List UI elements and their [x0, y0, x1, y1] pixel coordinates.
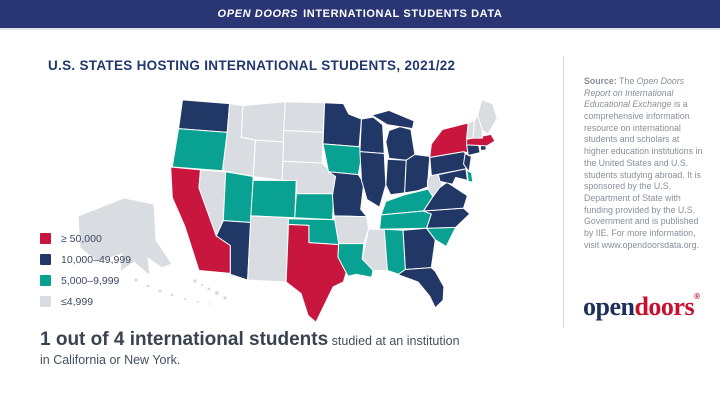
state-iowa [323, 144, 362, 175]
state-louisiana [338, 244, 373, 278]
legend-item: ≥ 50,000 [40, 228, 131, 249]
legend-item: ≤4,999 [40, 291, 131, 312]
state-utah [223, 172, 253, 223]
state-alaska [78, 198, 172, 276]
page-title: U.S. STATES HOSTING INTERNATIONAL STUDEN… [48, 58, 456, 73]
source-body: is a comprehensive information resource … [584, 99, 703, 250]
state-texas [286, 224, 348, 322]
callout-stat: 1 out of 4 international students [40, 329, 329, 350]
legend-label: 10,000–49,999 [61, 253, 132, 266]
state-virginia [423, 182, 467, 211]
legend-label: ≤4,999 [61, 295, 94, 308]
state-new-mexico [248, 216, 289, 282]
legend-swatch-navy [40, 254, 51, 265]
state-maine [478, 100, 498, 135]
state-delaware [467, 170, 473, 182]
state-georgia [403, 228, 435, 269]
logo-doors: doors [634, 292, 695, 321]
vertical-divider [563, 56, 564, 328]
state-south-dakota [283, 131, 323, 164]
state-washington [179, 100, 230, 133]
hawaii-map [190, 276, 230, 302]
state-mississippi [362, 229, 387, 270]
legend-label: ≥ 50,000 [61, 232, 102, 245]
state-colorado [251, 180, 297, 217]
alaska-map [72, 192, 222, 307]
state-florida [387, 268, 444, 308]
state-oregon [172, 129, 227, 171]
source-note: Source: The Open Doors Report on Interna… [584, 76, 704, 251]
legend-swatch-teal [40, 275, 51, 286]
legend-label: 5,000–9,999 [61, 274, 120, 287]
callout-line1: 1 out of 4 international students studie… [40, 329, 540, 351]
contiguous-us-map [166, 96, 502, 328]
state-alabama [384, 229, 405, 274]
state-massachusetts [467, 134, 495, 146]
us-map [0, 90, 560, 340]
state-hawaii [193, 279, 197, 283]
registered-mark-icon: ® [694, 292, 700, 301]
callout: 1 out of 4 international students studie… [40, 329, 540, 367]
logo-open: open [583, 292, 635, 321]
header-title-rest: INTERNATIONAL STUDENTS DATA [303, 8, 503, 20]
state-alaska-islands [134, 278, 139, 282]
callout-tail: studied at an institution [328, 334, 460, 348]
legend-item: 5,000–9,999 [40, 270, 131, 291]
state-maryland [438, 169, 467, 184]
state-arkansas [334, 216, 369, 244]
state-indiana [386, 159, 406, 194]
state-kansas [295, 194, 334, 220]
header-title-brand: OPEN DOORS [217, 8, 299, 20]
state-wisconsin [360, 117, 384, 153]
map-legend: ≥ 50,000 10,000–49,999 5,000–9,999 ≤4,99… [40, 228, 131, 312]
callout-line2: in California or New York. [40, 353, 181, 367]
source-pre: The [616, 76, 637, 86]
header-title: OPEN DOORS INTERNATIONAL STUDENTS DATA [218, 8, 503, 20]
header-bar: OPEN DOORS INTERNATIONAL STUDENTS DATA [0, 0, 720, 30]
state-ohio [405, 154, 430, 192]
legend-swatch-gray [40, 296, 51, 307]
source-label: Source: [584, 76, 617, 86]
source-report-title: Open Doors Report on International Educa… [584, 76, 685, 110]
state-north-dakota [284, 102, 325, 133]
state-montana [241, 102, 285, 142]
state-illinois [360, 152, 386, 208]
opendoors-logo: opendoors® [583, 292, 700, 322]
legend-swatch-red [40, 233, 51, 244]
state-wyoming [253, 140, 284, 180]
state-north-carolina [423, 208, 469, 228]
legend-item: 10,000–49,999 [40, 249, 131, 270]
state-minnesota [323, 103, 361, 147]
